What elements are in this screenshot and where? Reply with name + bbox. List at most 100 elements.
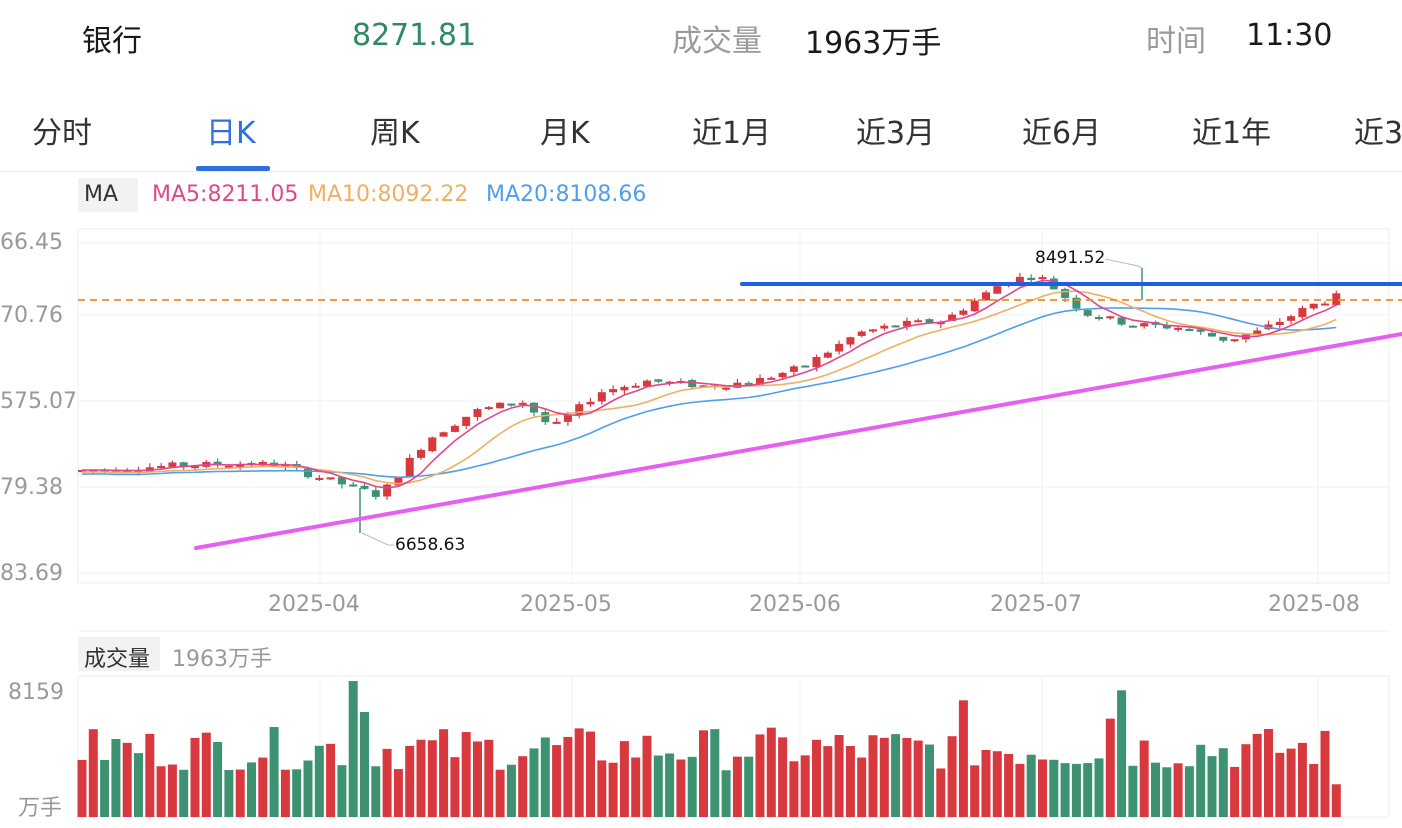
tab-6-months[interactable]: 近6月 [1022, 116, 1102, 151]
tab-1-year[interactable]: 近1年 [1192, 116, 1272, 151]
volume-bar [348, 681, 358, 817]
volume-bar [1241, 744, 1251, 817]
candle-body [789, 366, 798, 372]
ma-label[interactable]: MA [84, 182, 119, 207]
volume-panel-value: 1963万手 [172, 647, 272, 672]
candle-body [1275, 321, 1284, 326]
volume-bar [1275, 752, 1285, 817]
volume-panel-title[interactable]: 成交量 [84, 647, 151, 672]
candle-body [869, 329, 877, 332]
volume-bar [1049, 759, 1059, 817]
candle-body [1106, 316, 1115, 319]
candle-body [744, 382, 753, 385]
volume-bar [947, 736, 957, 817]
candle-body [450, 425, 459, 432]
tab-daily-k[interactable]: 日K [206, 116, 256, 151]
candle-body [179, 462, 188, 467]
high-annotation: 8491.52 [1035, 248, 1106, 268]
volume-bar [450, 757, 460, 817]
candle-body [1208, 332, 1216, 337]
candle-body [925, 319, 934, 323]
candle-body [157, 465, 166, 468]
volume-bar [1162, 767, 1172, 817]
volume-bar [981, 749, 991, 817]
candle-body [530, 402, 538, 413]
volume-bar [213, 741, 223, 817]
candle-body [970, 300, 979, 312]
volume-bar [1207, 756, 1217, 817]
volume-bar [1331, 784, 1341, 817]
candle-body [620, 386, 629, 391]
candle-body [1196, 329, 1205, 332]
volume-bar [902, 737, 912, 817]
volume-bar [552, 745, 562, 817]
volume-bar [1286, 748, 1296, 817]
y-axis-label: 575.07 [0, 389, 77, 414]
volume-bar [405, 745, 415, 817]
candle-body [89, 469, 98, 472]
volume-bar [1071, 763, 1081, 817]
x-axis-label: 2025-06 [749, 592, 841, 617]
tab-monthly-k[interactable]: 月K [540, 116, 590, 151]
volume-bar [1184, 766, 1194, 817]
ma-legend-box[interactable] [78, 178, 138, 212]
active-tab-indicator [196, 166, 270, 171]
ma20-value: MA20:8108.66 [486, 182, 647, 207]
candle-body [349, 484, 358, 487]
candle-body [473, 409, 482, 417]
volume-bar [1083, 763, 1093, 817]
volume-bar [1004, 753, 1014, 817]
candle-body [1027, 277, 1036, 281]
candle-body [586, 401, 595, 405]
candle-body [880, 325, 889, 329]
y-axis-label: 66.45 [0, 230, 63, 255]
candle-body [722, 387, 731, 390]
ma5-line [81, 279, 1337, 489]
volume-bar [393, 769, 403, 817]
volume-bar [88, 729, 98, 817]
tab-weekly-k[interactable]: 周K [370, 116, 420, 151]
tab-divider [0, 171, 1402, 172]
volume-bar [619, 741, 629, 817]
volume-title-box[interactable] [78, 637, 160, 671]
chart-frame [77, 228, 1390, 584]
volume-bar [823, 746, 833, 817]
candle-body [315, 477, 324, 480]
candle-body [575, 404, 584, 415]
volume-y-max: 8159 [8, 680, 64, 705]
candle-body [823, 352, 832, 358]
tab-intraday[interactable]: 分时 [32, 116, 92, 151]
volume-bar [145, 733, 155, 817]
tab-1-month[interactable]: 近1月 [692, 116, 772, 151]
volume-bar [744, 756, 754, 817]
volume-bar [371, 766, 381, 817]
candle-body [304, 467, 312, 478]
volume-bar [473, 741, 482, 817]
tab-3-years[interactable]: 近3 [1354, 116, 1402, 151]
volume-bar [665, 753, 675, 817]
volume-bar [1094, 758, 1104, 817]
volume-bar [461, 732, 471, 817]
tab-3-months[interactable]: 近3月 [856, 116, 936, 151]
volume-bar [574, 728, 584, 817]
volume-bar [721, 770, 731, 817]
volume-bar [755, 734, 765, 817]
volume-bar [936, 768, 946, 817]
volume-bar [1309, 763, 1319, 817]
volume-bar [925, 744, 934, 817]
volume-bar [631, 757, 641, 817]
candle-body [541, 412, 550, 423]
volume-bar [1026, 754, 1036, 817]
candle-body [1162, 324, 1171, 329]
candle-body [846, 337, 855, 345]
candle-body [563, 414, 572, 422]
candle-body [688, 380, 697, 388]
candle-body [767, 377, 776, 380]
candle-body [1015, 276, 1024, 283]
volume-bar [1139, 740, 1149, 817]
ma10-value: MA10:8092.22 [308, 182, 469, 207]
candle-body [914, 320, 923, 323]
volume-bar [1297, 742, 1307, 817]
volume-bar [303, 760, 313, 817]
